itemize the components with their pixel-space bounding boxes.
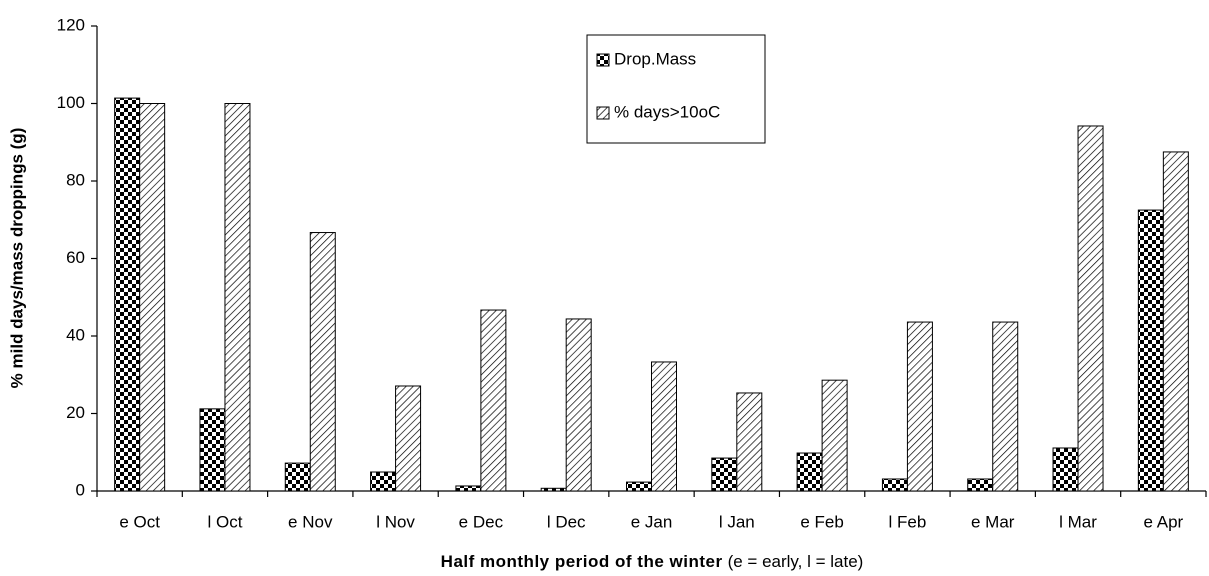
bar [967, 478, 994, 492]
bar [992, 321, 1019, 492]
x-tick-label: e Feb [800, 512, 843, 531]
bar [881, 478, 908, 492]
x-tick-label: l Dec [547, 512, 586, 531]
x-tick-label: e Nov [288, 512, 333, 531]
x-tick-label: e Apr [1143, 512, 1183, 531]
bar [821, 379, 848, 492]
bar [224, 103, 251, 492]
bar [651, 361, 677, 492]
x-tick-label: e Dec [459, 512, 504, 531]
legend-swatch [596, 106, 610, 120]
legend-label: % days>10oC [614, 102, 720, 121]
bar [114, 97, 141, 492]
x-axis-title: Half monthly period of the winter (e = ea… [441, 552, 864, 571]
bar [480, 309, 507, 492]
legend-swatch [596, 53, 610, 67]
x-tick-label: e Mar [971, 512, 1015, 531]
bar [1162, 151, 1189, 492]
bar [711, 457, 738, 492]
bar [626, 481, 652, 492]
bar [284, 462, 311, 492]
x-tick-label: e Oct [119, 512, 160, 531]
bar [736, 392, 763, 492]
y-tick-label: 120 [57, 15, 85, 34]
bar [370, 471, 397, 492]
x-tick-label: l Mar [1059, 512, 1097, 531]
legend-label: Drop.Mass [614, 49, 696, 68]
y-axis-title: % mild days/mass droppings (g) [7, 128, 26, 389]
y-tick-label: 40 [66, 325, 85, 344]
bar [1137, 209, 1164, 492]
bar [796, 452, 823, 492]
bar [455, 485, 482, 492]
x-tick-label: l Feb [889, 512, 927, 531]
bar [906, 321, 933, 492]
bar [395, 385, 422, 492]
x-axis-title-main: Half monthly period of the winter [441, 552, 723, 571]
x-axis-title-note: (e = early, l = late) [728, 552, 864, 571]
x-tick-label: e Jan [631, 512, 673, 531]
bar [199, 408, 226, 492]
bar [565, 318, 592, 492]
legend-box [586, 34, 766, 144]
bar [1077, 125, 1104, 492]
y-tick-label: 20 [66, 403, 85, 422]
bar [1052, 447, 1079, 492]
x-tick-label: l Oct [207, 512, 242, 531]
y-tick-label: 80 [66, 170, 85, 189]
y-tick-label: 60 [66, 248, 85, 267]
y-tick-label: 0 [76, 480, 85, 499]
x-tick-label: l Nov [376, 512, 415, 531]
bar [139, 103, 166, 492]
bar [540, 487, 567, 492]
bar [309, 232, 336, 492]
y-tick-label: 100 [57, 93, 85, 112]
x-tick-label: l Jan [719, 512, 755, 531]
